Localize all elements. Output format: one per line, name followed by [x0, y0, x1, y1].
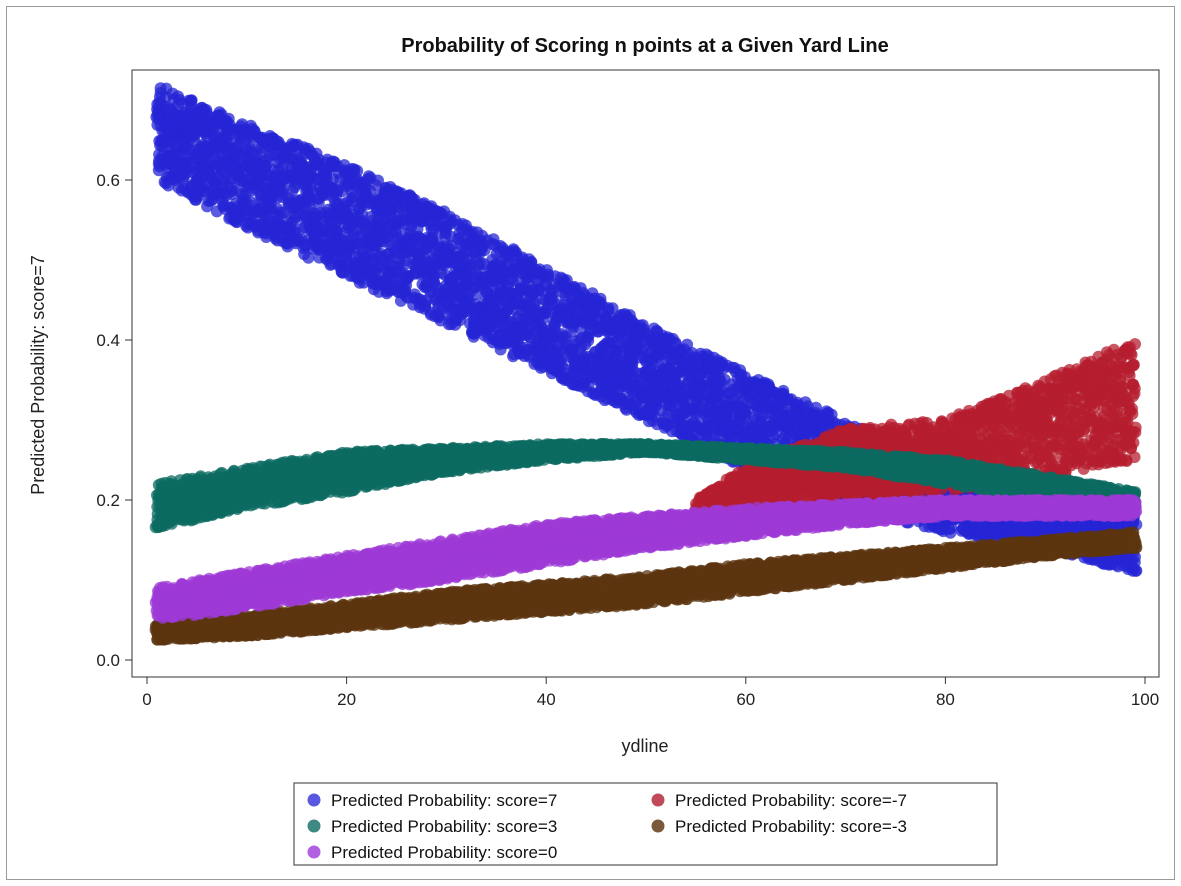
- data-point: [1128, 556, 1141, 569]
- data-point: [351, 164, 364, 177]
- data-point: [259, 224, 272, 237]
- chart-title: Probability of Scoring n points at a Giv…: [401, 35, 889, 57]
- data-points: [149, 82, 1143, 646]
- data-point: [226, 184, 239, 196]
